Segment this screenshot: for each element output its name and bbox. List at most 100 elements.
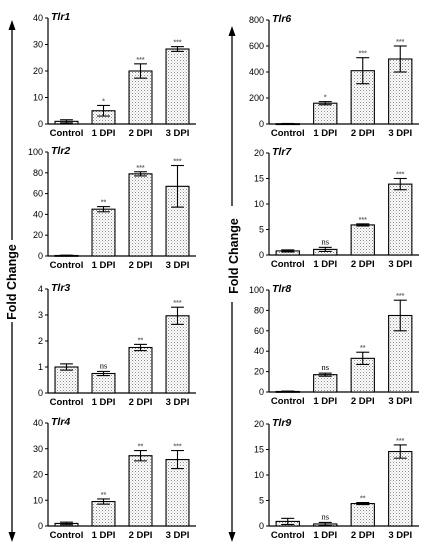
- category-label: 3 DPI: [388, 259, 412, 270]
- chart-panel-tlr7: Tlr7 0 5 10 15 20 Control ns 1 DPI *** 2 DPI *** 3 D…: [254, 146, 419, 270]
- category-label: 1 DPI: [313, 128, 337, 139]
- significance-label: **: [360, 496, 366, 503]
- category-label: 2 DPI: [351, 259, 375, 270]
- y-tick-label: 15: [254, 174, 264, 184]
- y-tick-label: 40: [33, 209, 43, 219]
- bar-3-dpi: [165, 315, 190, 394]
- bar-1-dpi: [91, 208, 116, 257]
- chart-panel-tlr6: Tlr6 0 200 400 600 800 Control * 1 DPI *** 2 DPI **…: [249, 13, 419, 139]
- significance-label: ***: [173, 159, 181, 166]
- category-label: 1 DPI: [92, 530, 116, 541]
- category-label: Control: [271, 530, 305, 541]
- category-label: 3 DPI: [166, 260, 190, 271]
- y-tick-label: 2: [38, 336, 43, 346]
- category-label: 2 DPI: [351, 396, 375, 407]
- y-tick-label: 30: [33, 40, 43, 50]
- significance-label: ***: [396, 293, 404, 300]
- panel-title: Tlr9: [272, 417, 291, 429]
- y-tick-label: 5: [259, 496, 264, 506]
- bar-1-dpi: [313, 102, 338, 125]
- left-arrowhead-down: [8, 532, 16, 542]
- significance-label: *: [324, 95, 327, 102]
- y-tick-label: 10: [254, 199, 264, 209]
- category-label: 3 DPI: [388, 530, 412, 541]
- bar-3-dpi: [165, 459, 190, 527]
- significance-label: ***: [359, 51, 367, 58]
- significance-label: **: [138, 444, 144, 451]
- category-label: Control: [271, 259, 305, 270]
- category-label: 2 DPI: [129, 128, 153, 139]
- bar-2-dpi: [128, 173, 153, 257]
- y-tick-label: 20: [33, 470, 43, 480]
- category-label: Control: [50, 530, 84, 541]
- bar-2-dpi: [128, 455, 153, 527]
- significance-label: **: [360, 345, 366, 352]
- significance-label: ns: [321, 236, 329, 246]
- significance-label: **: [101, 200, 107, 207]
- panel-title: Tlr3: [51, 282, 70, 294]
- y-tick-label: 1: [38, 362, 43, 372]
- chart-panel-tlr4: Tlr4 0 10 20 30 40 Control ** 1 DPI ** 2 DPI *** 3 D…: [33, 416, 196, 541]
- y-tick-label: 60: [33, 189, 43, 199]
- y-tick-label: 20: [33, 230, 43, 240]
- bar-1-dpi: [91, 372, 116, 394]
- left-side-label-group: Fold Change: [5, 20, 19, 542]
- category-label: Control: [50, 260, 84, 271]
- y-tick-label: 60: [254, 326, 264, 336]
- category-label: Control: [50, 128, 84, 139]
- y-tick-label: 0: [38, 521, 43, 531]
- bar-3-dpi: [388, 183, 413, 256]
- y-tick-label: 100: [249, 285, 264, 295]
- y-tick-label: 4: [38, 284, 43, 294]
- left-side-label: Fold Change: [5, 244, 19, 320]
- panel-title: Tlr7: [272, 146, 292, 158]
- category-label: 2 DPI: [129, 530, 153, 541]
- category-label: 3 DPI: [166, 128, 190, 139]
- bar-2-dpi: [350, 503, 375, 527]
- y-tick-label: 20: [254, 148, 264, 158]
- left-arrowhead-up: [8, 20, 16, 30]
- significance-label: ***: [396, 438, 404, 445]
- bar-2-dpi: [128, 70, 153, 125]
- y-tick-label: 0: [259, 119, 264, 129]
- y-tick-label: 40: [33, 418, 43, 428]
- category-label: 3 DPI: [166, 397, 190, 408]
- chart-panel-tlr8: Tlr8 0 20 40 60 80 100 Control ns 1 DPI ** 2 DPI ***…: [249, 283, 419, 407]
- panel-title: Tlr1: [51, 11, 70, 23]
- y-tick-label: 0: [38, 388, 43, 398]
- panel-title: Tlr2: [51, 145, 70, 157]
- y-tick-label: 600: [249, 41, 264, 51]
- category-label: Control: [50, 397, 84, 408]
- bar-1-dpi: [313, 374, 338, 393]
- chart-panel-tlr1: Tlr1 0 10 20 30 40 Control * 1 DPI *** 2 DPI *** 3 D…: [33, 11, 196, 139]
- bar-2-dpi: [128, 346, 153, 394]
- category-label: 2 DPI: [351, 128, 375, 139]
- right-arrowhead-down: [228, 532, 236, 542]
- chart-panel-tlr9: Tlr9 0 5 10 15 20 Control ns 1 DPI ** 2 DPI *** 3 DP…: [254, 417, 419, 541]
- y-tick-label: 5: [259, 225, 264, 235]
- y-tick-label: 20: [33, 66, 43, 76]
- y-tick-label: 40: [33, 13, 43, 23]
- significance-label: ***: [136, 57, 144, 64]
- y-tick-label: 80: [254, 305, 264, 315]
- category-label: 1 DPI: [92, 397, 116, 408]
- y-tick-label: 0: [259, 521, 264, 531]
- category-label: 1 DPI: [313, 396, 337, 407]
- chart-panel-tlr2: Tlr2 0 20 40 60 80 100 Control ** 1 DPI *** 2 DPI **…: [28, 145, 196, 271]
- significance-label: **: [101, 492, 107, 499]
- category-label: Control: [271, 128, 305, 139]
- category-label: 2 DPI: [129, 260, 153, 271]
- panel-title: Tlr4: [51, 416, 70, 428]
- y-tick-label: 10: [254, 470, 264, 480]
- category-label: 1 DPI: [92, 260, 116, 271]
- significance-label: ***: [173, 300, 181, 307]
- category-label: 3 DPI: [166, 530, 190, 541]
- y-tick-label: 0: [38, 119, 43, 129]
- y-tick-label: 10: [33, 93, 43, 103]
- y-tick-label: 0: [259, 387, 264, 397]
- bar-control: [54, 366, 79, 394]
- right-arrowhead-up: [228, 26, 236, 36]
- bar-3-dpi: [165, 48, 190, 125]
